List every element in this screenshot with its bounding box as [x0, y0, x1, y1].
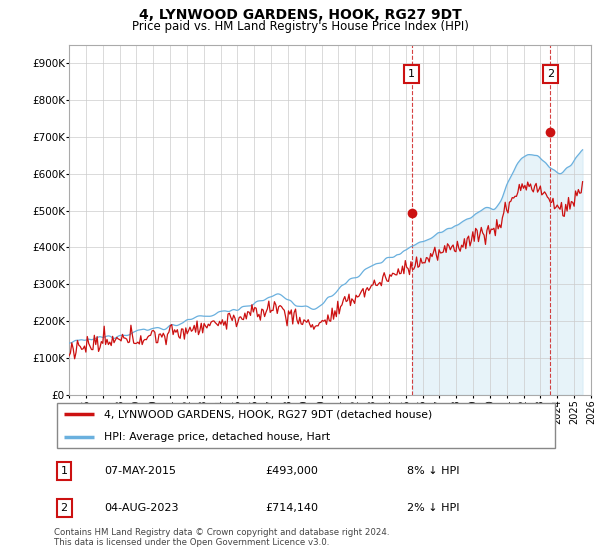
- Text: 07-MAY-2015: 07-MAY-2015: [104, 466, 176, 476]
- Text: 1: 1: [408, 69, 415, 80]
- Text: HPI: Average price, detached house, Hart: HPI: Average price, detached house, Hart: [104, 432, 331, 442]
- FancyBboxPatch shape: [56, 403, 556, 448]
- Text: 04-AUG-2023: 04-AUG-2023: [104, 503, 179, 513]
- Text: 8% ↓ HPI: 8% ↓ HPI: [407, 466, 460, 476]
- Text: Contains HM Land Registry data © Crown copyright and database right 2024.
This d: Contains HM Land Registry data © Crown c…: [54, 528, 389, 547]
- Text: 1: 1: [61, 466, 68, 476]
- Text: 4, LYNWOOD GARDENS, HOOK, RG27 9DT (detached house): 4, LYNWOOD GARDENS, HOOK, RG27 9DT (deta…: [104, 409, 433, 419]
- Text: £714,140: £714,140: [266, 503, 319, 513]
- Text: Price paid vs. HM Land Registry's House Price Index (HPI): Price paid vs. HM Land Registry's House …: [131, 20, 469, 32]
- Text: 2: 2: [61, 503, 68, 513]
- Text: 2: 2: [547, 69, 554, 80]
- Text: 2% ↓ HPI: 2% ↓ HPI: [407, 503, 460, 513]
- Text: £493,000: £493,000: [266, 466, 319, 476]
- Text: 4, LYNWOOD GARDENS, HOOK, RG27 9DT: 4, LYNWOOD GARDENS, HOOK, RG27 9DT: [139, 8, 461, 22]
